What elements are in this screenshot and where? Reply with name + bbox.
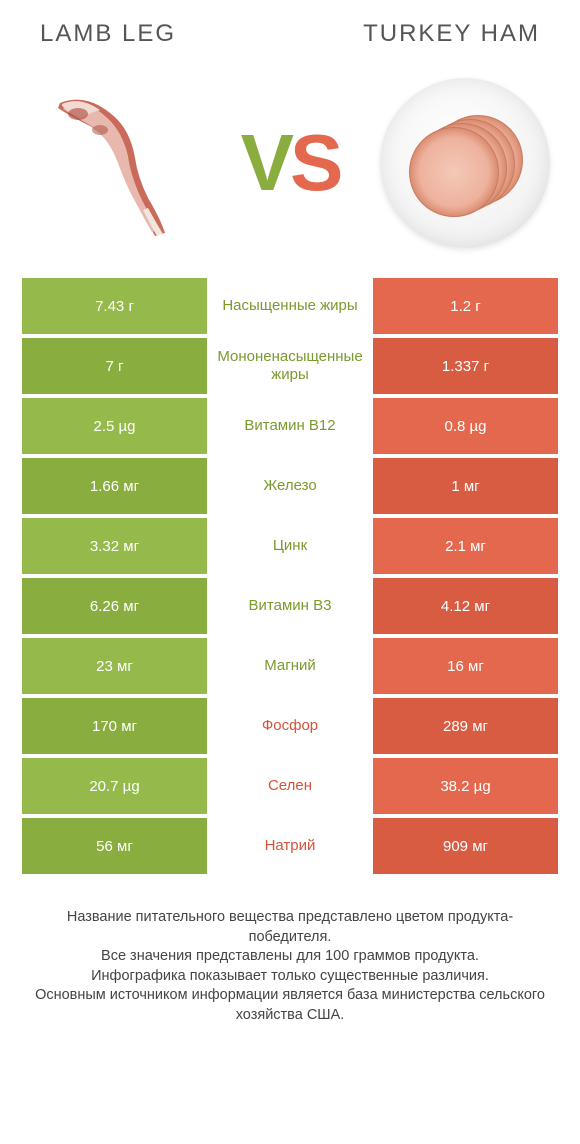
value-right: 1.2 г [373, 278, 558, 334]
comparison-table: 7.43 гНасыщенные жиры1.2 г7 гМононенасыщ… [0, 278, 580, 874]
table-row: 23 мгМагний16 мг [22, 638, 558, 694]
lamb-leg-image [30, 78, 200, 248]
turkey-ham-image [380, 78, 550, 248]
value-right: 16 мг [373, 638, 558, 694]
nutrient-label: Магний [207, 638, 373, 694]
table-row: 2.5 µgВитамин B120.8 µg [22, 398, 558, 454]
footer-line-3: Инфографика показывает только существенн… [30, 967, 550, 987]
footer-line-4: Основным источником информации является … [30, 986, 550, 1025]
table-row: 7.43 гНасыщенные жиры1.2 г [22, 278, 558, 334]
value-left: 3.32 мг [22, 518, 207, 574]
table-row: 56 мгНатрий909 мг [22, 818, 558, 874]
footer-line-1: Название питательного вещества представл… [30, 908, 550, 947]
table-row: 20.7 µgСелен38.2 µg [22, 758, 558, 814]
value-right: 289 мг [373, 698, 558, 754]
table-row: 6.26 мгВитамин B34.12 мг [22, 578, 558, 634]
nutrient-label: Селен [207, 758, 373, 814]
table-row: 7 гМононенасыщенные жиры1.337 г [22, 338, 558, 394]
value-right: 2.1 мг [373, 518, 558, 574]
title-right: TURKEY HAM [363, 20, 540, 48]
value-right: 38.2 µg [373, 758, 558, 814]
images-row: VS [0, 58, 580, 278]
value-right: 1.337 г [373, 338, 558, 394]
vs-s: S [290, 118, 339, 207]
table-row: 1.66 мгЖелезо1 мг [22, 458, 558, 514]
nutrient-label: Витамин B12 [207, 398, 373, 454]
value-left: 1.66 мг [22, 458, 207, 514]
value-left: 20.7 µg [22, 758, 207, 814]
header: LAMB LEG TURKEY HAM [0, 0, 580, 58]
value-left: 23 мг [22, 638, 207, 694]
nutrient-label: Мононенасыщенные жиры [207, 338, 373, 394]
nutrient-label: Насыщенные жиры [207, 278, 373, 334]
value-right: 0.8 µg [373, 398, 558, 454]
value-left: 2.5 µg [22, 398, 207, 454]
nutrient-label: Фосфор [207, 698, 373, 754]
vs-label: VS [241, 117, 340, 209]
table-row: 3.32 мгЦинк2.1 мг [22, 518, 558, 574]
footer-note: Название питательного вещества представл… [0, 878, 580, 1025]
value-left: 170 мг [22, 698, 207, 754]
value-left: 56 мг [22, 818, 207, 874]
table-row: 170 мгФосфор289 мг [22, 698, 558, 754]
nutrient-label: Цинк [207, 518, 373, 574]
nutrient-label: Натрий [207, 818, 373, 874]
value-left: 6.26 мг [22, 578, 207, 634]
nutrient-label: Железо [207, 458, 373, 514]
value-right: 1 мг [373, 458, 558, 514]
vs-v: V [241, 118, 290, 207]
title-left: LAMB LEG [40, 20, 176, 48]
value-left: 7.43 г [22, 278, 207, 334]
nutrient-label: Витамин B3 [207, 578, 373, 634]
value-right: 909 мг [373, 818, 558, 874]
value-right: 4.12 мг [373, 578, 558, 634]
value-left: 7 г [22, 338, 207, 394]
footer-line-2: Все значения представлены для 100 граммо… [30, 947, 550, 967]
